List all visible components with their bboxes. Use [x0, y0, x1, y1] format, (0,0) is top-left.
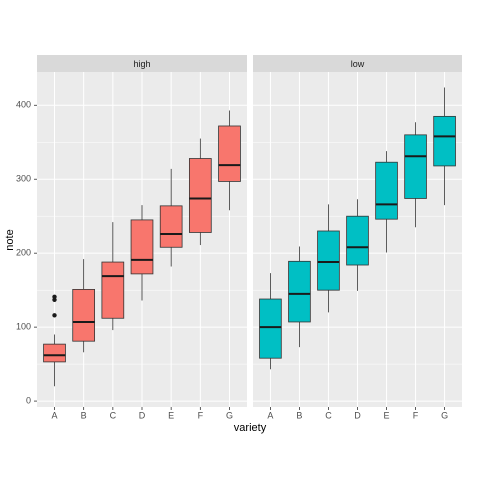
- box: [375, 161, 398, 220]
- strip: [37, 55, 247, 72]
- box: [159, 205, 183, 248]
- box: [317, 230, 340, 291]
- x-tick-label: C: [110, 410, 117, 420]
- box: [404, 134, 427, 199]
- box: [101, 261, 125, 319]
- y-tick-label: 0: [26, 395, 31, 405]
- outlier: [52, 297, 57, 302]
- x-tick-label: D: [354, 410, 361, 420]
- x-tick-label: A: [267, 410, 273, 420]
- x-tick-label: F: [198, 410, 204, 420]
- y-tick-label: 200: [16, 248, 31, 258]
- box: [43, 343, 66, 363]
- box: [218, 125, 241, 182]
- x-tick-label: E: [168, 410, 174, 420]
- box: [130, 219, 154, 275]
- box: [188, 158, 212, 233]
- x-tick-label: B: [81, 410, 87, 420]
- strip-label: high: [133, 59, 150, 69]
- box: [433, 115, 456, 167]
- y-tick-label: 400: [16, 100, 31, 110]
- x-tick-label: A: [51, 410, 57, 420]
- box: [259, 298, 282, 359]
- outlier: [52, 313, 57, 318]
- y-tick-label: 300: [16, 174, 31, 184]
- x-axis-title: variety: [234, 422, 267, 434]
- strip: [253, 55, 462, 72]
- x-tick-label: C: [325, 410, 332, 420]
- x-tick-label: G: [441, 410, 448, 420]
- x-tick-label: B: [296, 410, 302, 420]
- box: [72, 289, 96, 342]
- box: [288, 260, 311, 323]
- x-tick-label: F: [413, 410, 419, 420]
- y-tick-label: 100: [16, 322, 31, 332]
- x-tick-label: E: [384, 410, 390, 420]
- x-tick-label: G: [226, 410, 233, 420]
- x-tick-label: D: [139, 410, 146, 420]
- box: [346, 215, 369, 266]
- strip-label: low: [351, 59, 365, 69]
- y-axis-title: note: [4, 229, 16, 250]
